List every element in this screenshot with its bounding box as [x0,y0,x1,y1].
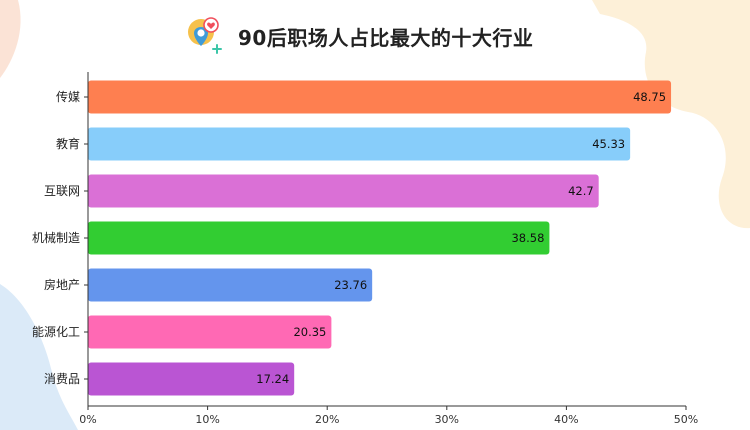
bar-value-label: 17.24 [256,372,289,386]
x-tick-label: 40% [554,413,578,426]
background-blob-right [592,0,750,229]
bar [88,221,550,255]
bar [88,127,631,161]
x-tick-label: 0% [79,413,96,426]
category-label: 机械制造 [32,230,80,245]
bar [88,268,373,302]
category-label: 传媒 [56,89,80,104]
category-label: 互联网 [44,184,80,198]
x-tick-label: 30% [435,413,459,426]
category-label: 能源化工 [32,325,80,339]
x-tick-label: 10% [195,413,219,426]
category-label: 教育 [56,136,80,151]
background-blob-bottom [0,284,78,430]
bar [88,315,332,349]
bar [88,174,599,208]
bar-value-label: 20.35 [293,325,326,339]
background-blob-left [0,0,21,78]
bar-value-label: 45.33 [592,137,625,151]
x-tick-label: 20% [315,413,339,426]
bar-value-label: 42.7 [568,184,594,198]
bar-value-label: 38.58 [511,231,544,245]
bar-value-label: 23.76 [334,278,367,292]
bar-value-label: 48.75 [633,90,666,104]
chart-header: 90后职场人占比最大的十大行业 [186,16,533,56]
category-label: 消费品 [44,372,80,386]
x-tick-label: 50% [674,413,698,426]
category-label: 房地产 [44,277,80,292]
location-pin-heart-icon [188,17,222,54]
chart-title: 90后职场人占比最大的十大行业 [238,25,534,50]
bar [88,362,295,396]
bar [88,80,672,114]
